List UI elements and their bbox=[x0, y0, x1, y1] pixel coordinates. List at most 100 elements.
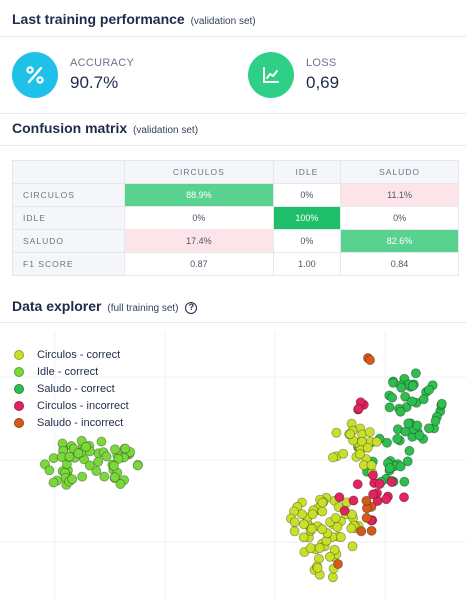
saludo-correct-point[interactable] bbox=[406, 396, 417, 407]
saludo-correct-point[interactable] bbox=[400, 391, 411, 402]
circulos-correct-point[interactable] bbox=[289, 517, 300, 528]
circulos-incorrect-point[interactable] bbox=[386, 476, 397, 487]
saludo-correct-point[interactable] bbox=[395, 406, 406, 417]
circulos-incorrect-point[interactable] bbox=[334, 492, 345, 503]
circulos-incorrect-point[interactable] bbox=[339, 505, 350, 516]
idle-correct-point[interactable] bbox=[108, 460, 119, 471]
idle-correct-point[interactable] bbox=[109, 472, 120, 483]
legend-item[interactable]: Saludo - incorrect bbox=[14, 414, 129, 431]
circulos-correct-point[interactable] bbox=[338, 448, 349, 459]
legend-item[interactable]: Circulos - correct bbox=[14, 346, 129, 363]
legend-item[interactable]: Saludo - correct bbox=[14, 380, 129, 397]
circulos-incorrect-point[interactable] bbox=[367, 470, 378, 481]
idle-correct-point[interactable] bbox=[91, 465, 102, 476]
saludo-correct-point[interactable] bbox=[399, 476, 410, 487]
circulos-correct-point[interactable] bbox=[364, 427, 375, 438]
legend-item[interactable]: Circulos - incorrect bbox=[14, 397, 129, 414]
saludo-correct-point[interactable] bbox=[423, 384, 434, 395]
circulos-incorrect-point[interactable] bbox=[374, 478, 385, 489]
idle-correct-point[interactable] bbox=[101, 451, 112, 462]
circulos-correct-point[interactable] bbox=[312, 562, 323, 573]
idle-correct-point[interactable] bbox=[96, 436, 107, 447]
saludo-correct-point[interactable] bbox=[407, 380, 418, 391]
saludo-correct-point[interactable] bbox=[392, 433, 403, 444]
circulos-correct-point[interactable] bbox=[371, 436, 382, 447]
saludo-correct-point[interactable] bbox=[436, 398, 447, 409]
saludo-correct-point[interactable] bbox=[384, 463, 395, 474]
saludo-correct-point[interactable] bbox=[412, 420, 423, 431]
data-explorer-scatter[interactable] bbox=[0, 332, 466, 599]
saludo-correct-point[interactable] bbox=[396, 382, 407, 393]
saludo-correct-point[interactable] bbox=[384, 402, 395, 413]
circulos-correct-point[interactable] bbox=[332, 521, 343, 532]
saludo-correct-point[interactable] bbox=[381, 437, 392, 448]
circulos-correct-point[interactable] bbox=[329, 544, 340, 555]
circulos-correct-point[interactable] bbox=[307, 509, 318, 520]
saludo-incorrect-point[interactable] bbox=[361, 512, 372, 523]
idle-correct-point[interactable] bbox=[67, 474, 78, 485]
idle-correct-point[interactable] bbox=[44, 465, 55, 476]
circulos-incorrect-point[interactable] bbox=[381, 494, 392, 505]
idle-correct-point[interactable] bbox=[48, 453, 59, 464]
saludo-correct-point[interactable] bbox=[423, 423, 434, 434]
saludo-correct-point[interactable] bbox=[395, 461, 406, 472]
circulos-correct-point[interactable] bbox=[317, 506, 328, 517]
circulos-correct-point[interactable] bbox=[317, 524, 328, 535]
circulos-correct-point[interactable] bbox=[366, 460, 377, 471]
idle-correct-point[interactable] bbox=[73, 448, 84, 459]
saludo-correct-point[interactable] bbox=[414, 430, 425, 441]
idle-correct-point[interactable] bbox=[132, 460, 143, 471]
circulos-correct-point[interactable] bbox=[289, 526, 300, 537]
idle-correct-point[interactable] bbox=[77, 471, 88, 482]
saludo-incorrect-point[interactable] bbox=[366, 525, 377, 536]
idle-correct-point[interactable] bbox=[115, 478, 126, 489]
circulos-correct-point[interactable] bbox=[306, 523, 317, 534]
idle-correct-point[interactable] bbox=[93, 456, 104, 467]
saludo-correct-point[interactable] bbox=[410, 368, 421, 379]
circulos-correct-point[interactable] bbox=[298, 532, 309, 543]
idle-correct-point[interactable] bbox=[120, 443, 131, 454]
legend-item[interactable]: Idle - correct bbox=[14, 363, 129, 380]
idle-correct-point[interactable] bbox=[64, 451, 75, 462]
circulos-correct-point[interactable] bbox=[331, 427, 342, 438]
idle-correct-point[interactable] bbox=[84, 460, 95, 471]
saludo-incorrect-point[interactable] bbox=[361, 495, 372, 506]
circulos-correct-point[interactable] bbox=[298, 519, 309, 530]
circulos-correct-point[interactable] bbox=[354, 449, 365, 460]
idle-correct-point[interactable] bbox=[48, 477, 59, 488]
circulos-correct-point[interactable] bbox=[346, 523, 357, 534]
circulos-correct-point[interactable] bbox=[362, 442, 373, 453]
help-circle-icon[interactable]: ? bbox=[185, 302, 198, 314]
circulos-correct-point[interactable] bbox=[305, 543, 316, 554]
circulos-incorrect-point[interactable] bbox=[348, 495, 359, 506]
circulos-correct-point[interactable] bbox=[347, 541, 358, 552]
circulos-correct-point[interactable] bbox=[324, 551, 335, 562]
circulos-correct-point[interactable] bbox=[314, 543, 325, 554]
matrix-cell: 11.1% bbox=[340, 183, 459, 207]
idle-correct-point[interactable] bbox=[113, 453, 124, 464]
circulos-incorrect-point[interactable] bbox=[353, 403, 364, 414]
matrix-cell: 0% bbox=[340, 206, 459, 230]
circulos-incorrect-point[interactable] bbox=[368, 489, 379, 500]
circulos-incorrect-point[interactable] bbox=[398, 492, 409, 503]
saludo-correct-point[interactable] bbox=[430, 416, 441, 427]
circulos-correct-point[interactable] bbox=[327, 452, 338, 463]
idle-correct-point[interactable] bbox=[99, 471, 110, 482]
saludo-incorrect-point[interactable] bbox=[332, 558, 343, 569]
circulos-correct-point[interactable] bbox=[330, 512, 341, 523]
idle-correct-point[interactable] bbox=[110, 444, 121, 455]
saludo-correct-point[interactable] bbox=[387, 392, 398, 403]
saludo-correct-point[interactable] bbox=[400, 426, 411, 437]
circulos-correct-point[interactable] bbox=[345, 429, 356, 440]
saludo-correct-point[interactable] bbox=[402, 456, 413, 467]
saludo-correct-point[interactable] bbox=[403, 418, 414, 429]
saludo-incorrect-point[interactable] bbox=[356, 526, 367, 537]
circulos-correct-point[interactable] bbox=[317, 497, 328, 508]
circulos-correct-point[interactable] bbox=[327, 572, 338, 583]
saludo-correct-point[interactable] bbox=[404, 445, 415, 456]
circulos-correct-point[interactable] bbox=[335, 532, 346, 543]
saludo-incorrect-point[interactable] bbox=[364, 354, 375, 365]
circulos-incorrect-point[interactable] bbox=[352, 479, 363, 490]
saludo-correct-point[interactable] bbox=[418, 394, 429, 405]
idle-correct-point[interactable] bbox=[81, 441, 92, 452]
